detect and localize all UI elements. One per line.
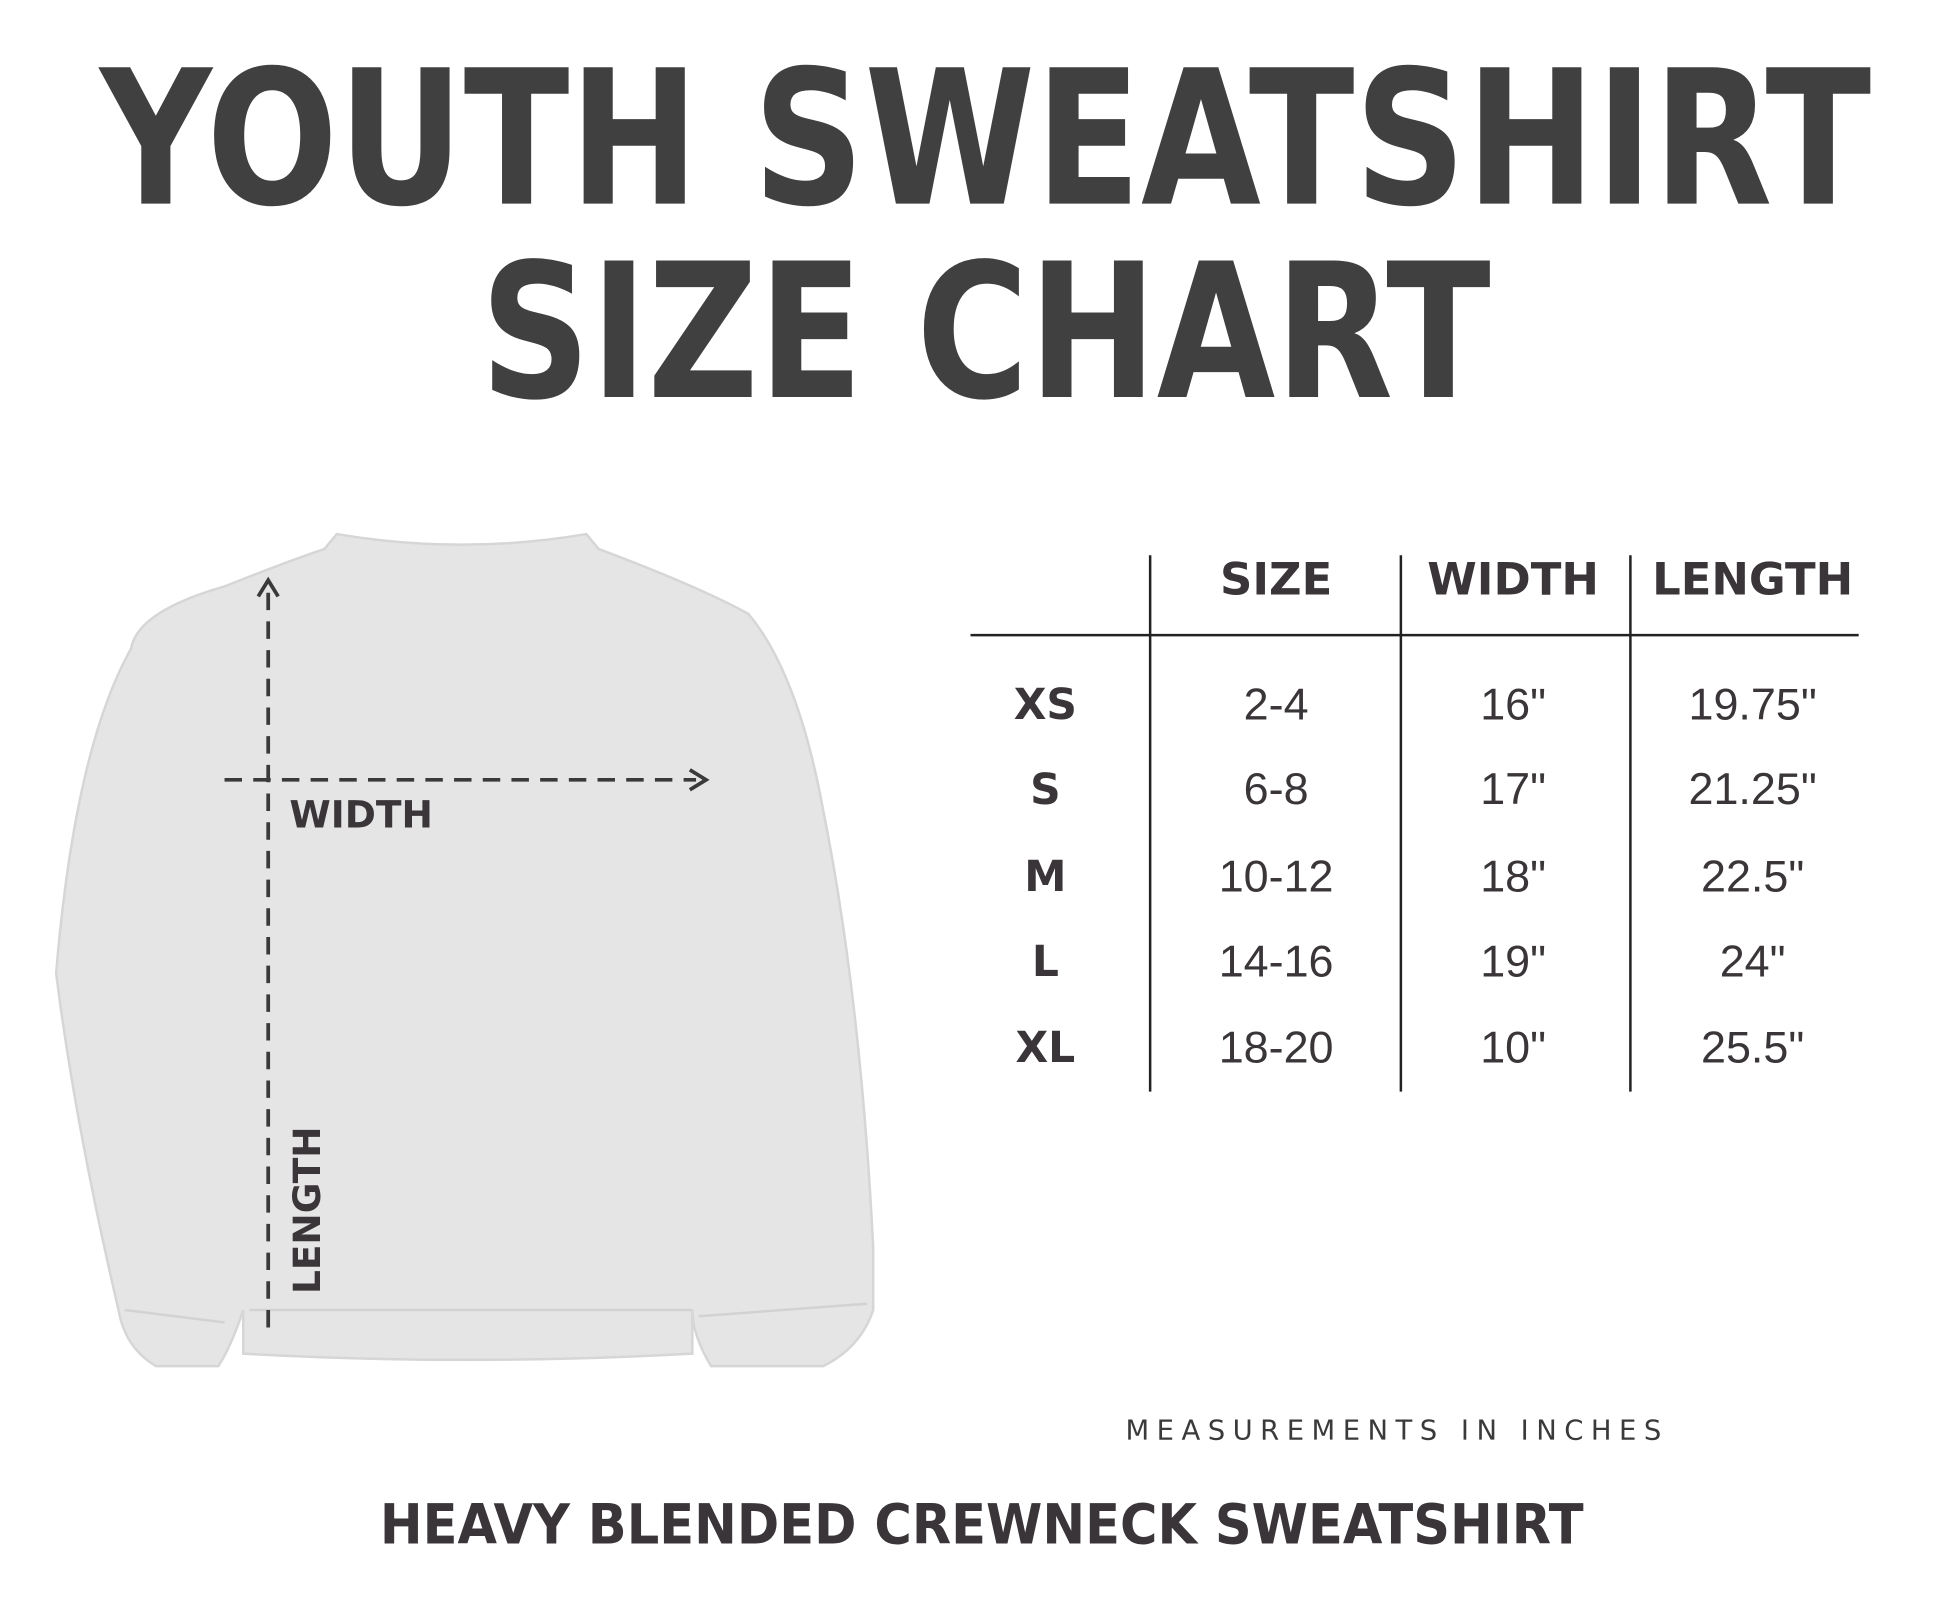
size-table: SIZE WIDTH LENGTH XS 2-4 16" 19.75" S 6-8 17" 21.2… — [970, 553, 1859, 1092]
table-cell: 19.75" — [1689, 678, 1817, 729]
table-cell: 24" — [1720, 935, 1786, 986]
subtitle: HEAVY BLENDED CREWNECK SWEATSHIRT — [380, 1492, 1584, 1556]
sweatshirt-body — [54, 532, 875, 1368]
table-cell: 18-20 — [1219, 1021, 1334, 1072]
column-header: WIDTH — [1427, 553, 1599, 606]
table-cell: 17" — [1480, 763, 1546, 814]
width-arrow — [688, 768, 710, 792]
width-label: WIDTH — [289, 793, 432, 837]
rib-lines — [124, 1302, 868, 1324]
table-cell: 2-4 — [1244, 678, 1309, 729]
title-line: YOUTH SWEATSHIRT — [98, 31, 1871, 249]
table-cell: 18" — [1480, 850, 1546, 901]
length-label: LENGTH — [285, 1126, 329, 1294]
size-label: S — [1030, 766, 1061, 815]
table-cell: 22.5" — [1701, 850, 1804, 901]
table-cell: 10" — [1480, 1021, 1546, 1072]
table-cell: 14-16 — [1219, 935, 1334, 986]
size-label: XS — [1014, 681, 1077, 730]
measurement-note: MEASUREMENTS IN INCHES — [1125, 1416, 1668, 1447]
size-label: XL — [1015, 1024, 1075, 1073]
size-label: L — [1032, 938, 1059, 987]
column-header: LENGTH — [1652, 553, 1853, 606]
table-cell: 10-12 — [1219, 850, 1334, 901]
table-cell: 19" — [1480, 935, 1546, 986]
size-label: M — [1024, 853, 1066, 902]
table-cell: 16" — [1480, 678, 1546, 729]
length-arrow — [256, 576, 280, 598]
sweatshirt: WIDTH LENGTH — [54, 532, 875, 1368]
table-cell: 6-8 — [1244, 763, 1309, 814]
title-line: SIZE CHART — [480, 224, 1490, 442]
table-cell: 25.5" — [1701, 1021, 1804, 1072]
table-cell: 21.25" — [1689, 763, 1817, 814]
column-header: SIZE — [1220, 553, 1332, 606]
